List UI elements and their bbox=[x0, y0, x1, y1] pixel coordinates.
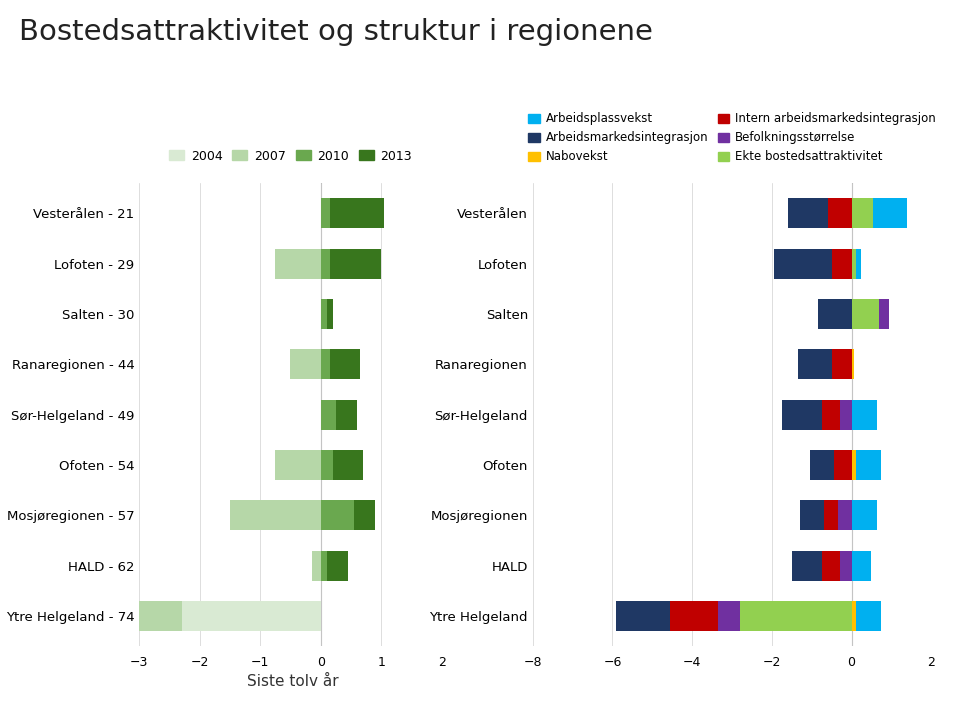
Bar bbox=[852, 349, 853, 379]
Bar bbox=[326, 551, 348, 581]
Bar bbox=[670, 601, 718, 631]
Bar bbox=[852, 551, 872, 581]
Bar bbox=[852, 601, 855, 631]
Bar bbox=[809, 450, 833, 480]
Bar bbox=[290, 349, 321, 379]
Bar bbox=[718, 601, 740, 631]
Bar bbox=[321, 248, 329, 279]
Bar bbox=[181, 601, 321, 631]
Bar bbox=[818, 299, 852, 329]
Bar bbox=[855, 248, 861, 279]
Bar bbox=[321, 198, 329, 228]
Legend: Arbeidsplassvekst, Arbeidsmarkedsintegrasjon, Nabovekst, Intern arbeidsmarkedsin: Arbeidsplassvekst, Arbeidsmarkedsintegra… bbox=[523, 108, 941, 168]
Bar bbox=[354, 500, 375, 531]
Bar bbox=[852, 450, 855, 480]
Bar bbox=[822, 399, 840, 430]
Bar bbox=[828, 198, 852, 228]
Bar bbox=[321, 551, 326, 581]
Bar bbox=[840, 399, 852, 430]
Bar bbox=[616, 601, 670, 631]
Bar bbox=[831, 349, 852, 379]
Bar bbox=[840, 551, 852, 581]
Bar bbox=[333, 450, 363, 480]
Bar bbox=[329, 349, 360, 379]
Bar bbox=[833, 450, 852, 480]
Bar bbox=[329, 248, 381, 279]
Bar bbox=[874, 198, 907, 228]
Bar bbox=[321, 299, 326, 329]
Bar bbox=[855, 450, 881, 480]
Bar bbox=[855, 601, 881, 631]
Bar bbox=[321, 399, 336, 430]
Bar bbox=[326, 299, 333, 329]
Bar bbox=[774, 248, 831, 279]
Bar bbox=[329, 198, 384, 228]
Bar bbox=[276, 450, 321, 480]
Bar bbox=[312, 551, 321, 581]
Bar bbox=[879, 299, 889, 329]
Bar bbox=[230, 500, 321, 531]
Bar bbox=[321, 349, 329, 379]
Bar bbox=[824, 500, 837, 531]
Bar bbox=[73, 601, 181, 631]
Bar bbox=[740, 601, 852, 631]
Bar bbox=[852, 500, 877, 531]
Bar bbox=[336, 399, 357, 430]
Bar bbox=[852, 198, 874, 228]
Bar bbox=[852, 299, 879, 329]
Bar bbox=[276, 248, 321, 279]
Bar bbox=[798, 349, 831, 379]
Bar bbox=[781, 399, 822, 430]
Bar bbox=[800, 500, 824, 531]
Bar bbox=[852, 248, 855, 279]
Bar bbox=[837, 500, 852, 531]
Bar bbox=[788, 198, 828, 228]
Bar bbox=[831, 248, 852, 279]
Bar bbox=[822, 551, 840, 581]
Text: Siste tolv år: Siste tolv år bbox=[247, 674, 339, 689]
Bar bbox=[321, 500, 354, 531]
Bar bbox=[321, 450, 333, 480]
Text: Bostedsattraktivitet og struktur i regionene: Bostedsattraktivitet og struktur i regio… bbox=[19, 18, 653, 46]
Bar bbox=[852, 399, 877, 430]
Bar bbox=[792, 551, 822, 581]
Legend: 2004, 2007, 2010, 2013: 2004, 2007, 2010, 2013 bbox=[164, 144, 417, 167]
